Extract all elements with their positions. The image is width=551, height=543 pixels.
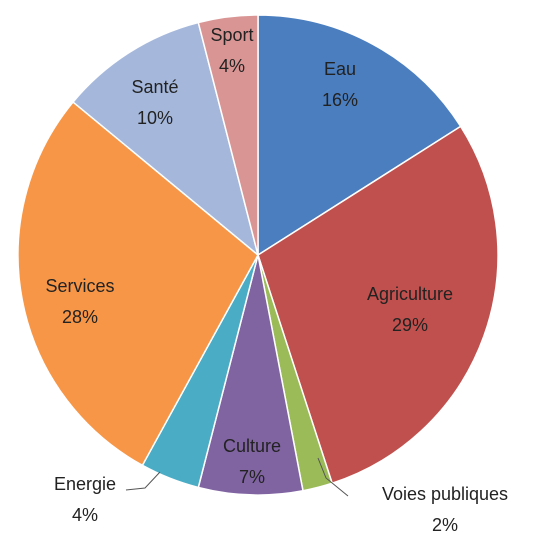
slice-value-label: 16% [322, 90, 358, 110]
slice-value-label: 28% [62, 307, 98, 327]
slice-value-label: 29% [392, 315, 428, 335]
slice-value-label: 2% [432, 515, 458, 535]
pie-slice [197, 254, 304, 496]
pie-slice [257, 14, 462, 257]
slice-label: Agriculture [367, 284, 453, 304]
slice-label: Culture [223, 436, 281, 456]
slice-value-label: 4% [219, 56, 245, 76]
pie-slice [197, 14, 259, 256]
slice-label: Santé [131, 77, 178, 97]
pie-slice [72, 21, 260, 258]
leader-line [317, 457, 349, 497]
slice-value-label: 4% [72, 505, 98, 525]
pie-slice [17, 100, 259, 467]
pie-slice [257, 125, 499, 485]
leader-line [125, 471, 161, 491]
slice-label: Eau [324, 59, 356, 79]
slice-label: Services [45, 276, 114, 296]
slice-value-label: 10% [137, 108, 173, 128]
slice-value-label: 7% [239, 467, 265, 487]
slice-label: Voies publiques [382, 484, 508, 504]
slice-label: Energie [54, 474, 116, 494]
slice-label: Sport [210, 25, 253, 45]
